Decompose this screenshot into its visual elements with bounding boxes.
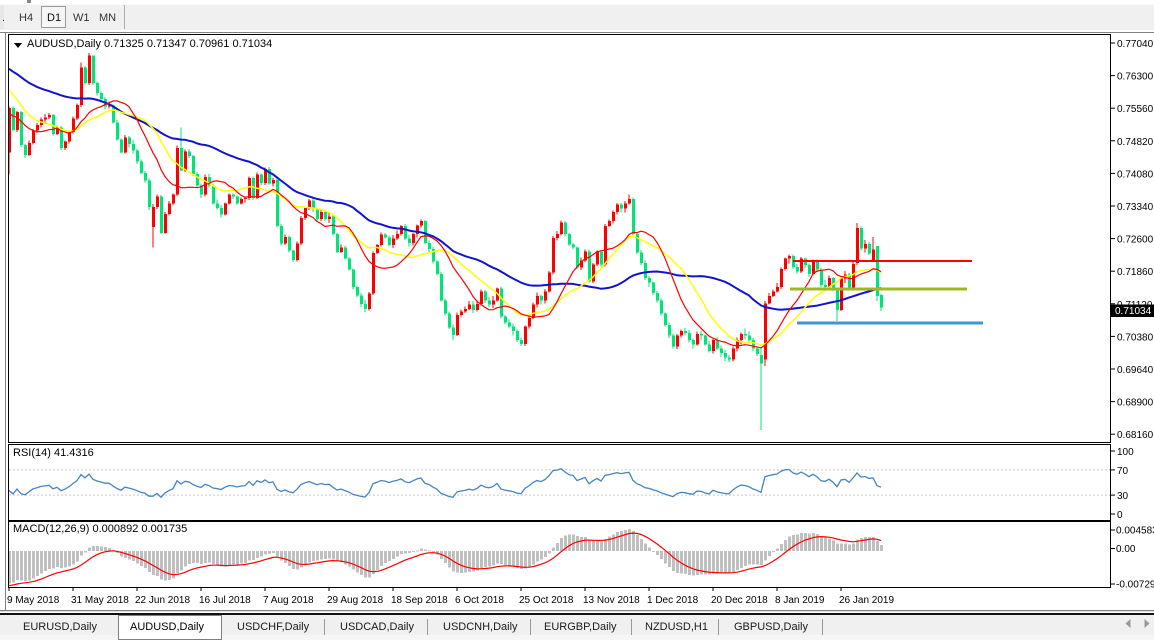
svg-text:29 Aug 2018: 29 Aug 2018	[327, 595, 384, 606]
svg-text:8 Jan 2019: 8 Jan 2019	[775, 595, 825, 606]
svg-text:GBPUSD,Daily: GBPUSD,Daily	[734, 621, 808, 633]
svg-text:NZDUSD,H1: NZDUSD,H1	[645, 621, 708, 633]
svg-text:31 May 2018: 31 May 2018	[71, 595, 129, 606]
svg-text:1 Dec 2018: 1 Dec 2018	[647, 595, 699, 606]
svg-text:0.71034: 0.71034	[1115, 306, 1152, 317]
svg-text:EURUSD,Daily: EURUSD,Daily	[23, 621, 97, 633]
svg-text:0.74080: 0.74080	[1117, 169, 1154, 180]
svg-text:0.69640: 0.69640	[1117, 365, 1154, 376]
svg-text:0.76300: 0.76300	[1117, 72, 1154, 83]
svg-text:MACD(12,26,9) 0.000892 0.00173: MACD(12,26,9) 0.000892 0.001735	[13, 523, 187, 535]
svg-text:D1: D1	[47, 12, 61, 24]
svg-text:0.74820: 0.74820	[1117, 137, 1154, 148]
svg-text:25 Oct 2018: 25 Oct 2018	[519, 595, 574, 606]
svg-text:30: 30	[1117, 491, 1129, 502]
svg-text:0.73340: 0.73340	[1117, 202, 1154, 213]
svg-text:6 Oct 2018: 6 Oct 2018	[455, 595, 504, 606]
svg-text:16 Jul 2018: 16 Jul 2018	[199, 595, 251, 606]
svg-text:.: .	[2, 12, 5, 24]
svg-text:18 Sep 2018: 18 Sep 2018	[391, 595, 448, 606]
svg-text:H4: H4	[19, 12, 33, 24]
svg-text:0.71860: 0.71860	[1117, 267, 1154, 278]
svg-text:0: 0	[1117, 510, 1123, 521]
svg-text:AUDUSD,Daily 0.71325 0.71347: AUDUSD,Daily 0.71325 0.71347 0.70961 0.7…	[27, 38, 272, 50]
svg-text:22 Jun 2018: 22 Jun 2018	[135, 595, 190, 606]
svg-text:RSI(14) 41.4316: RSI(14) 41.4316	[13, 447, 94, 459]
svg-text:USDCAD,Daily: USDCAD,Daily	[340, 621, 414, 633]
svg-text:MN: MN	[99, 12, 116, 24]
svg-text:0.004583: 0.004583	[1116, 526, 1154, 537]
svg-text:0.70380: 0.70380	[1117, 332, 1154, 343]
svg-text:AUDUSD,Daily: AUDUSD,Daily	[130, 621, 204, 633]
svg-text:EURGBP,Daily: EURGBP,Daily	[544, 621, 617, 633]
svg-text:0.00: 0.00	[1116, 544, 1136, 555]
svg-text:W1: W1	[73, 12, 90, 24]
svg-text:7 Aug 2018: 7 Aug 2018	[263, 595, 314, 606]
svg-text:0.75560: 0.75560	[1117, 104, 1154, 115]
svg-text:9 May 2018: 9 May 2018	[7, 595, 60, 606]
svg-text:USDCHF,Daily: USDCHF,Daily	[237, 621, 310, 633]
svg-text:26 Jan 2019: 26 Jan 2019	[839, 595, 894, 606]
svg-text:70: 70	[1117, 466, 1129, 477]
svg-text:100: 100	[1117, 447, 1134, 458]
svg-text:-0.00729: -0.00729	[1116, 580, 1154, 591]
svg-text:USDCNH,Daily: USDCNH,Daily	[443, 621, 518, 633]
svg-text:20 Dec 2018: 20 Dec 2018	[711, 595, 768, 606]
svg-text:0.68900: 0.68900	[1117, 398, 1154, 409]
svg-text:13 Nov 2018: 13 Nov 2018	[583, 595, 640, 606]
svg-text:0.77040: 0.77040	[1117, 39, 1154, 50]
svg-text:0.72600: 0.72600	[1117, 235, 1154, 246]
svg-text:0.68160: 0.68160	[1117, 430, 1154, 441]
